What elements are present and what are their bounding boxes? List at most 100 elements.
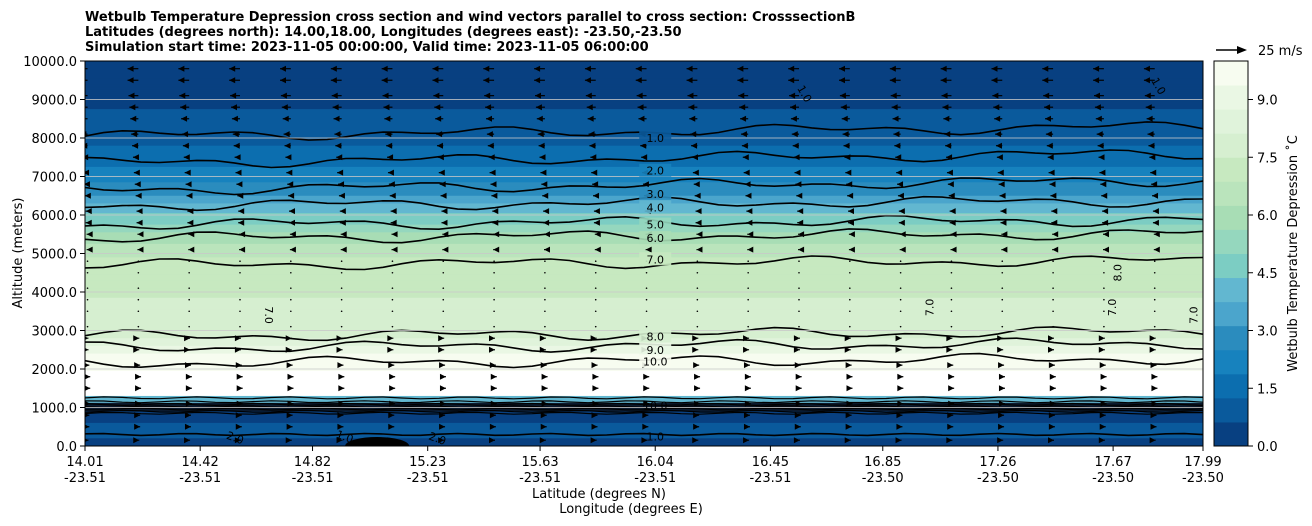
- contour-band: [85, 288, 1203, 291]
- contour-band: [85, 124, 1203, 128]
- contour-band: [85, 76, 1203, 79]
- colorbar: 0.0 1.5 3.0 4.5 6.0 7.5 9.0 Wetbulb Temperature…: [1213, 60, 1301, 455]
- wind-vector-head: [134, 362, 141, 369]
- wind-vector: [544, 287, 546, 289]
- contour-line-low: [85, 400, 1203, 404]
- wind-vector: [340, 287, 343, 289]
- contour-band: [85, 305, 1203, 308]
- contour-line-low: [85, 407, 1203, 411]
- contour-label: 2.0: [646, 165, 664, 178]
- wind-vector: [798, 287, 800, 289]
- wind-vector-head: [85, 385, 91, 391]
- wind-vector-head: [839, 92, 846, 99]
- wind-vector-head: [235, 412, 242, 419]
- wind-vector: [239, 325, 241, 328]
- contour-band: [85, 151, 1203, 154]
- wind-vector-head: [593, 208, 600, 215]
- wind-vector-head: [594, 246, 601, 253]
- wind-vector-head: [286, 362, 293, 369]
- contour-band: [85, 292, 1203, 295]
- x-tick-label-lon: -23.50: [977, 471, 1019, 486]
- wind-vector-head: [1052, 231, 1059, 238]
- wind-vector-head: [1048, 169, 1055, 176]
- contour-band: [85, 265, 1203, 268]
- wind-vector-head: [184, 335, 191, 342]
- wind-vector-head: [839, 65, 846, 72]
- wind-vector-head: [590, 437, 597, 444]
- wind-vector-head: [993, 104, 1000, 111]
- wind-vector: [899, 298, 902, 301]
- wind-vector-head: [636, 92, 643, 99]
- wind-vector-head: [133, 346, 140, 353]
- wind-vector-head: [1047, 437, 1054, 444]
- wind-vector-head: [1153, 246, 1160, 253]
- wind-vector: [442, 271, 445, 274]
- x-tick-label-lon: -23.51: [292, 471, 334, 486]
- x-tick-label-lon: -23.51: [64, 471, 106, 486]
- wind-vector-head: [793, 346, 800, 353]
- wind-vector-head: [1001, 231, 1008, 238]
- wind-vector-head: [795, 400, 802, 407]
- wind-vector-head: [743, 362, 750, 369]
- wind-vector-head: [991, 65, 998, 72]
- wind-vector-head: [332, 104, 339, 111]
- contour-band: [85, 213, 1203, 216]
- wind-vector-head: [280, 65, 287, 72]
- wind-vector-head: [79, 104, 85, 110]
- contour-line-low: [85, 432, 1203, 437]
- wind-vector-head: [235, 362, 242, 369]
- wind-vector-head: [337, 362, 344, 369]
- wind-vector-head: [338, 192, 345, 199]
- wind-vector-head: [336, 154, 343, 161]
- wind-vector: [1153, 298, 1156, 301]
- wind-vector: [290, 271, 292, 274]
- wind-vector-head: [236, 400, 243, 407]
- wind-vector: [1052, 287, 1054, 289]
- wind-vector: [290, 298, 292, 301]
- y-tick-label: 2000.0: [32, 363, 78, 378]
- wind-vector: [899, 325, 902, 328]
- contour-label: 9.0: [646, 344, 664, 357]
- wind-vector-head: [795, 181, 802, 188]
- wind-vector-head: [846, 400, 853, 407]
- wind-vector-head: [239, 231, 246, 238]
- wind-vector-head: [85, 374, 91, 380]
- wind-vector-head: [485, 104, 492, 111]
- wind-vector-head: [488, 335, 495, 342]
- y-tick-label: 10000.0: [23, 55, 77, 70]
- wind-vector-head: [1047, 346, 1054, 353]
- wind-vector-head: [848, 219, 855, 226]
- wind-vector-head: [591, 423, 598, 430]
- wind-vector-head: [435, 115, 442, 122]
- x-tick-label-lat: 16.04: [637, 455, 674, 470]
- wind-vector: [340, 271, 343, 274]
- wind-vector-head: [338, 400, 345, 407]
- wind-vector: [696, 325, 699, 328]
- wind-vector-head: [1100, 385, 1107, 392]
- contour-band: [85, 178, 1203, 181]
- wind-vector: [391, 298, 394, 301]
- wind-vector-head: [839, 77, 846, 84]
- wind-vector-head: [845, 169, 852, 176]
- wind-vector: [1052, 325, 1054, 328]
- wind-vector: [86, 271, 89, 274]
- contour-label-bg: [639, 200, 672, 214]
- wind-vector: [188, 287, 190, 289]
- wind-vector: [1001, 287, 1004, 289]
- wind-vector-head: [997, 169, 1004, 176]
- wind-vector-head: [337, 169, 344, 176]
- wind-vector-head: [543, 219, 550, 226]
- wind-vector-head: [388, 412, 395, 419]
- wind-vector: [747, 298, 749, 301]
- wind-vector-head: [180, 104, 187, 111]
- wind-vector-head: [234, 154, 241, 161]
- wind-vector-head: [641, 437, 648, 444]
- wind-vector-head: [892, 115, 899, 122]
- colorbar-segment: [1214, 301, 1248, 327]
- wind-vector-head: [1049, 181, 1056, 188]
- wind-vector: [798, 298, 800, 301]
- wind-vector-head: [285, 437, 292, 444]
- wind-vector: [696, 287, 699, 289]
- wind-vector-head: [688, 104, 695, 111]
- wind-vector-head: [490, 373, 497, 380]
